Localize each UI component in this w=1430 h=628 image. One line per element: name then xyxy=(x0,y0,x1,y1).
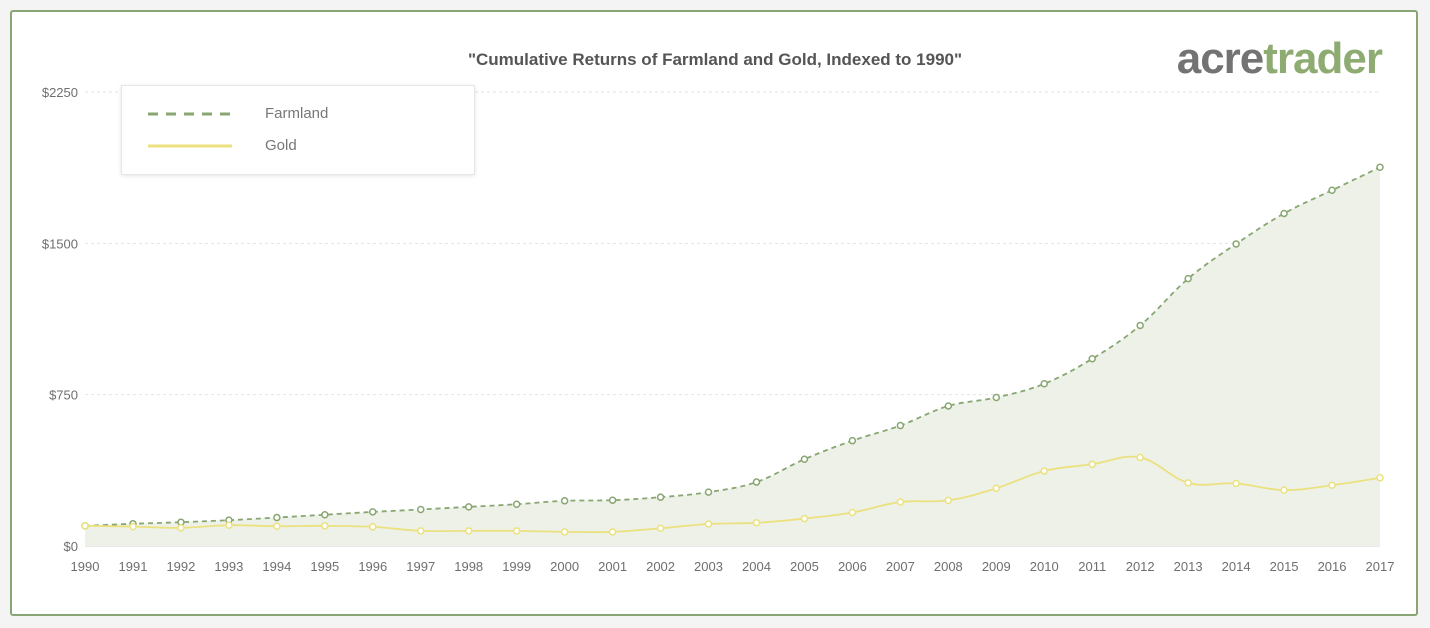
gold-point-1990 xyxy=(81,522,89,530)
x-tick-label: 1996 xyxy=(358,559,387,574)
x-tick-label: 1993 xyxy=(214,559,243,574)
farmland-point-2000 xyxy=(560,497,569,505)
gold-point-2012 xyxy=(1136,453,1144,462)
gold-point-2005 xyxy=(800,514,809,523)
farmland-point-2001 xyxy=(608,496,617,504)
y-tick-label: $2250 xyxy=(42,85,78,100)
x-tick-label: 1998 xyxy=(454,559,483,574)
gold-point-2013 xyxy=(1184,479,1192,487)
legend-swatch-farmland xyxy=(148,112,232,116)
farmland-point-2004 xyxy=(752,478,761,486)
farmland-point-1995 xyxy=(321,510,329,519)
farmland-point-1999 xyxy=(512,500,521,508)
x-tick-label: 2003 xyxy=(694,559,723,574)
gold-point-2004 xyxy=(752,519,761,527)
farmland-point-2009 xyxy=(992,393,1001,402)
farmland-area xyxy=(85,167,1380,546)
gold-point-1997 xyxy=(416,527,425,535)
x-tick-label: 2011 xyxy=(1078,559,1106,574)
chart-legend: Farmland Gold xyxy=(121,85,475,175)
x-tick-label: 2002 xyxy=(646,559,675,574)
gold-point-2000 xyxy=(560,528,569,536)
x-tick-label: 1995 xyxy=(310,559,339,574)
legend-label-gold: Gold xyxy=(265,137,297,154)
gold-point-2002 xyxy=(656,524,665,532)
x-tick-label: 1990 xyxy=(71,559,100,574)
gold-point-1993 xyxy=(225,521,233,529)
x-tick-label: 2006 xyxy=(838,559,867,574)
x-tick-label: 2016 xyxy=(1318,559,1347,574)
x-tick-label: 2013 xyxy=(1174,559,1203,574)
x-tick-label: 2001 xyxy=(598,559,627,574)
farmland-point-2003 xyxy=(704,488,713,496)
gold-point-2001 xyxy=(608,528,617,536)
farmland-point-2012 xyxy=(1136,321,1144,330)
farmland-line xyxy=(84,166,1381,527)
x-tick-label: 1994 xyxy=(262,559,291,574)
x-tick-label: 2008 xyxy=(934,559,963,574)
gold-point-1991 xyxy=(129,522,137,531)
y-tick-label: $0 xyxy=(64,539,78,554)
x-tick-label: 2014 xyxy=(1222,559,1251,574)
x-tick-label: 2017 xyxy=(1366,559,1395,574)
logo-text-trader: trader xyxy=(1263,34,1383,83)
farmland-point-1996 xyxy=(369,508,377,516)
legend-swatch-gold xyxy=(148,144,232,148)
farmland-point-2011 xyxy=(1088,355,1096,363)
gold-point-2016 xyxy=(1328,481,1336,490)
chart-title: "Cumulative Returns of Farmland and Gold… xyxy=(467,50,963,69)
farmland-point-2008 xyxy=(944,402,953,410)
y-tick-label: $1500 xyxy=(42,236,78,251)
farmland-point-2007 xyxy=(896,421,905,430)
x-tick-label: 1997 xyxy=(406,559,435,574)
gold-point-1992 xyxy=(177,524,185,532)
farmland-point-2017 xyxy=(1376,163,1384,172)
x-tick-label: 2004 xyxy=(742,559,771,574)
x-tick-label: 2007 xyxy=(886,559,915,574)
gold-point-2006 xyxy=(848,508,857,517)
x-tick-label: 1999 xyxy=(502,559,531,574)
farmland-point-2006 xyxy=(848,436,857,445)
gold-point-1996 xyxy=(369,523,377,531)
x-tick-label: 2000 xyxy=(550,559,579,574)
farmland-point-2015 xyxy=(1280,209,1288,218)
gold-point-2008 xyxy=(944,496,953,505)
y-tick-label: $750 xyxy=(49,388,78,403)
x-tick-label: 2009 xyxy=(982,559,1011,574)
x-tick-label: 2012 xyxy=(1126,559,1155,574)
acretrader-logo: acretrader xyxy=(1176,34,1383,84)
x-tick-label: 2005 xyxy=(790,559,819,574)
gold-point-2009 xyxy=(992,484,1001,493)
farmland-point-2013 xyxy=(1184,274,1192,283)
farmland-point-2002 xyxy=(656,493,665,501)
gold-point-2010 xyxy=(1040,467,1049,475)
gold-point-2003 xyxy=(704,520,713,528)
x-tick-label: 2015 xyxy=(1270,559,1299,574)
farmland-point-2016 xyxy=(1328,186,1336,195)
gold-point-1999 xyxy=(512,527,521,535)
gold-point-2011 xyxy=(1088,460,1096,469)
farmland-point-2014 xyxy=(1232,240,1240,248)
farmland-point-2010 xyxy=(1040,380,1049,388)
gold-point-1998 xyxy=(464,527,473,535)
gold-point-1995 xyxy=(321,522,329,530)
x-tick-label: 1992 xyxy=(166,559,195,574)
gold-point-2007 xyxy=(896,498,905,506)
gold-line xyxy=(84,455,1381,534)
gold-point-1994 xyxy=(273,522,281,530)
gold-point-2017 xyxy=(1376,474,1384,482)
x-tick-label: 1991 xyxy=(119,559,148,574)
farmland-point-1998 xyxy=(464,503,473,511)
x-tick-label: 2010 xyxy=(1030,559,1059,574)
gold-point-2015 xyxy=(1280,486,1288,494)
gold-point-2014 xyxy=(1232,479,1240,488)
farmland-point-1994 xyxy=(273,513,281,522)
legend-label-farmland: Farmland xyxy=(265,105,329,122)
logo-text-acre: acre xyxy=(1176,34,1265,83)
farmland-point-1997 xyxy=(416,505,425,514)
farmland-point-2005 xyxy=(800,455,809,463)
